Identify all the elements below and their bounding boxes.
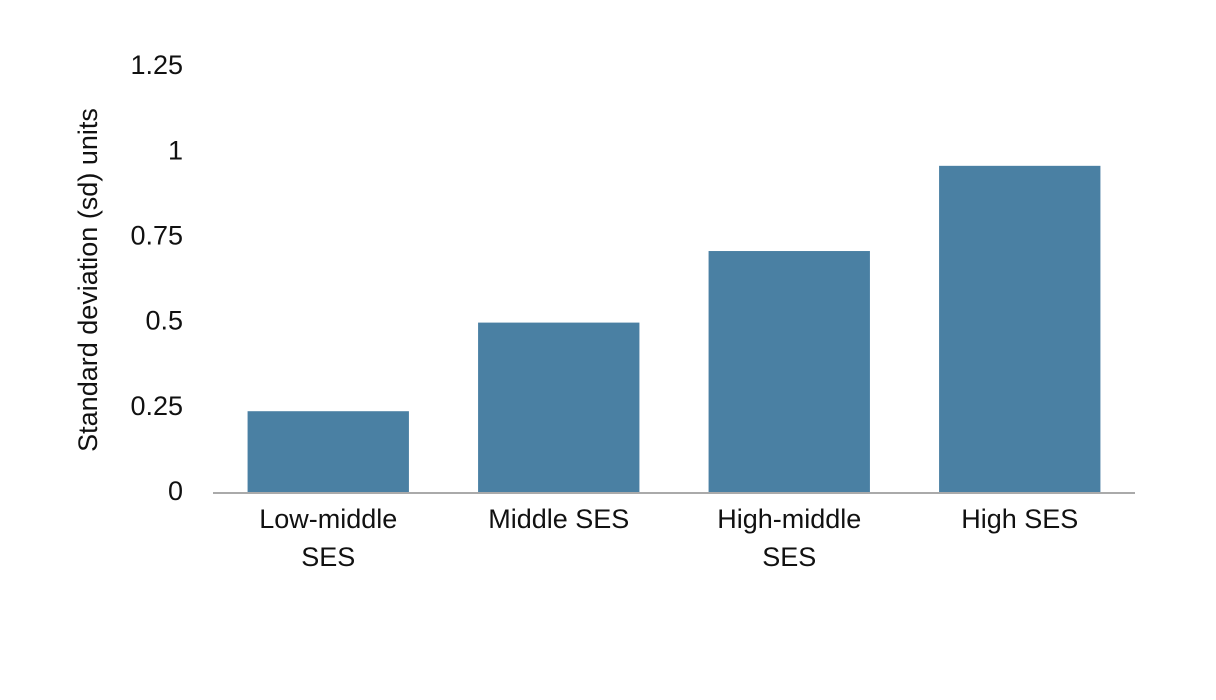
- x-tick-label: Middle SES: [488, 504, 630, 534]
- x-tick-label: High SES: [961, 504, 1079, 534]
- y-tick-label: 0: [168, 476, 183, 506]
- y-tick-label: 0.5: [145, 306, 183, 336]
- y-tick-label: 0.75: [130, 221, 183, 251]
- x-tick-label: Low-middle SES: [259, 504, 398, 572]
- bar: [478, 322, 640, 493]
- x-tick-label: High-middle SES: [717, 504, 862, 572]
- y-tick-label: 1: [168, 135, 183, 165]
- y-tick-label: 1.25: [130, 50, 183, 80]
- y-tick-label: 0.25: [130, 391, 183, 421]
- y-axis-title: Standard deviation (sd) units: [73, 108, 103, 452]
- bar: [939, 165, 1101, 493]
- bar: [708, 251, 870, 493]
- bar: [247, 411, 409, 493]
